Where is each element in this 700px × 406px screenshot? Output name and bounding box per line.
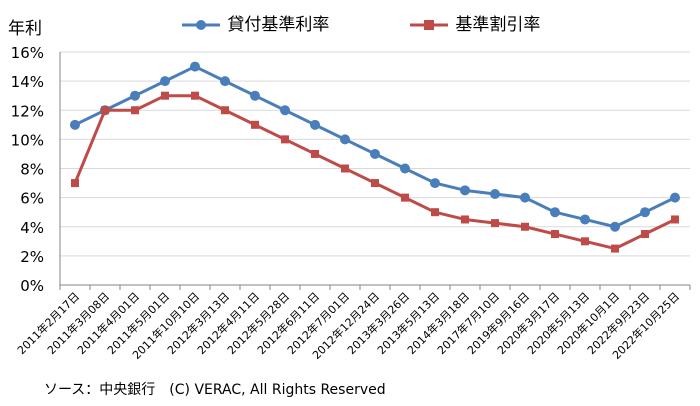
data-point [520, 192, 530, 203]
data-point [671, 215, 679, 224]
data-point [191, 91, 199, 100]
y-tick-label: 4% [20, 219, 44, 237]
data-point [221, 106, 229, 115]
y-tick-label: 2% [20, 248, 44, 266]
data-point [641, 230, 649, 239]
data-point [130, 90, 140, 101]
data-point [251, 120, 259, 129]
data-point [371, 179, 379, 188]
data-point [551, 230, 559, 239]
data-point [580, 214, 590, 225]
data-point [340, 134, 350, 145]
data-point [131, 106, 139, 115]
data-point [341, 164, 349, 173]
source-note: ソース：中央銀行 (C) VERAC, All Rights Reserved [44, 382, 386, 398]
data-point [310, 119, 320, 130]
data-point [550, 207, 560, 218]
series-line-1 [73, 94, 676, 251]
data-point [311, 149, 319, 158]
data-point [250, 90, 260, 101]
data-point [670, 192, 680, 203]
data-point [160, 76, 170, 87]
data-point [281, 135, 289, 144]
x-tick-labels: 2011年2月17日2011年3月08日2011年4月01日2011年5月01日… [14, 289, 682, 362]
data-point [460, 185, 470, 196]
legend-item-lending-rate: 貸付基準利率 [180, 10, 329, 35]
legend-label-lending-rate: 貸付基準利率 [227, 15, 330, 35]
y-tick-label: 6% [20, 190, 44, 208]
series-line-0 [74, 65, 676, 229]
legend-marker-discount-rate [410, 20, 448, 30]
data-point [400, 163, 410, 174]
y-tick-label: 14% [11, 73, 44, 91]
data-point [190, 61, 200, 72]
data-point [161, 91, 169, 100]
data-point [71, 179, 79, 188]
data-point [490, 188, 500, 199]
grid [59, 51, 691, 290]
y-tick-label: 0% [20, 277, 44, 295]
data-point [431, 208, 439, 217]
data-point [101, 106, 109, 115]
data-point [581, 237, 589, 246]
data-point [280, 105, 290, 116]
data-point [610, 221, 620, 232]
data-point [370, 148, 380, 159]
legend-item-discount-rate: 基準割引率 [408, 10, 540, 35]
y-tick-labels: 0% 2% 4% 6% 8% 10% 12% 14% 16% [11, 44, 44, 295]
y-axis-label: 年利 [8, 19, 42, 39]
data-point [640, 207, 650, 218]
y-tick-label: 16% [11, 44, 44, 62]
data-point [401, 193, 409, 202]
legend-label-discount-rate: 基準割引率 [455, 15, 541, 35]
data-point [430, 178, 440, 189]
y-tick-label: 10% [11, 131, 44, 149]
y-tick-label: 12% [11, 102, 44, 120]
data-point [611, 244, 619, 253]
data-point [491, 219, 499, 228]
data-point [220, 76, 230, 87]
y-tick-label: 8% [20, 161, 44, 179]
legend-marker-lending-rate [182, 20, 220, 30]
data-point [521, 222, 529, 231]
data-point [461, 215, 469, 224]
series-layer [70, 61, 680, 253]
data-point [70, 119, 80, 130]
